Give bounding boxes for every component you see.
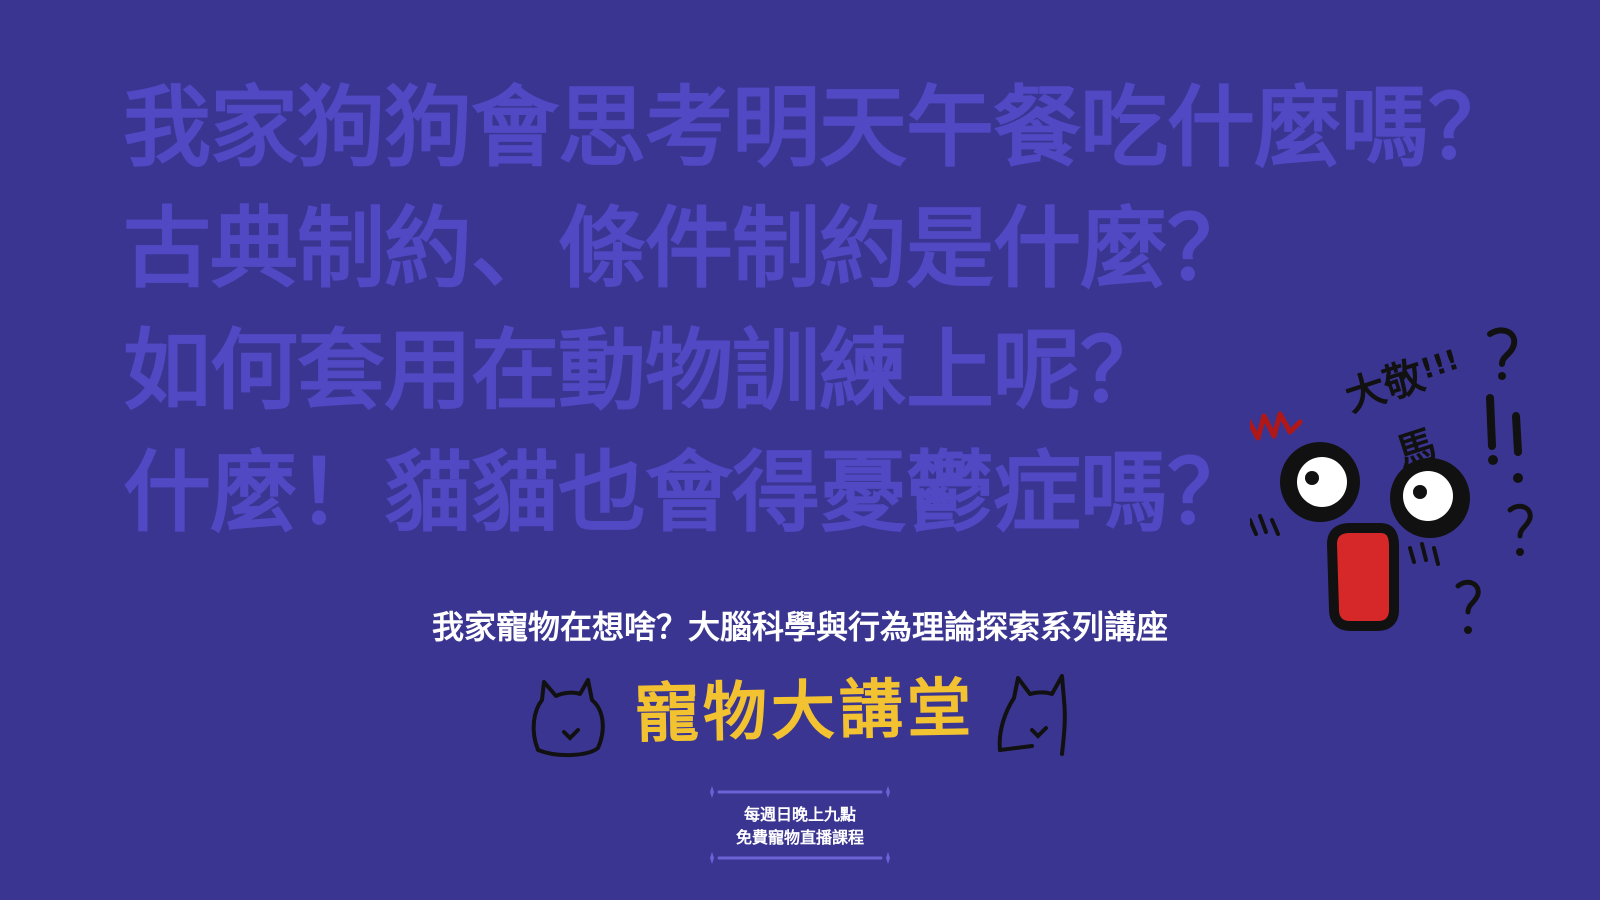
headline-question-2: 古典制約、條件制約是什麼？ — [123, 197, 1255, 300]
sparkle-divider-top-icon — [710, 786, 890, 798]
schedule-time: 每週日晚上九點 — [743, 805, 856, 824]
logo-wordmark: 寵物大講堂 — [634, 672, 976, 752]
series-subtitle: 我家寵物在想啥？大腦科學與行為理論探索系列講座 — [431, 608, 1168, 646]
mascot-speech-exclaim: !!! — [1416, 342, 1463, 386]
schedule-box: 每週日晚上九點 免費寵物直播課程 — [705, 785, 895, 865]
shocked-face-doodle-icon — [1250, 327, 1533, 634]
headline-question-3: 如何套用在動物訓練上呢？ — [123, 319, 1168, 422]
cat-doodle-right-icon — [992, 670, 1072, 764]
headline-question-4: 什麼！貓貓也會得憂鬱症嗎？ — [123, 441, 1255, 544]
cat-doodle-left-icon — [528, 670, 616, 764]
headline-question-1: 我家狗狗會思考明天午餐吃什麼嗎？ — [123, 76, 1516, 179]
schedule-description: 免費寵物直播課程 — [735, 828, 864, 847]
shocked-mascot: 大敬!!! 馬 — [1250, 320, 1580, 660]
schedule-text: 每週日晚上九點 免費寵物直播課程 — [705, 803, 895, 849]
sparkle-divider-bottom-icon — [710, 852, 890, 864]
logo: 寵物大講堂 — [528, 670, 1072, 780]
